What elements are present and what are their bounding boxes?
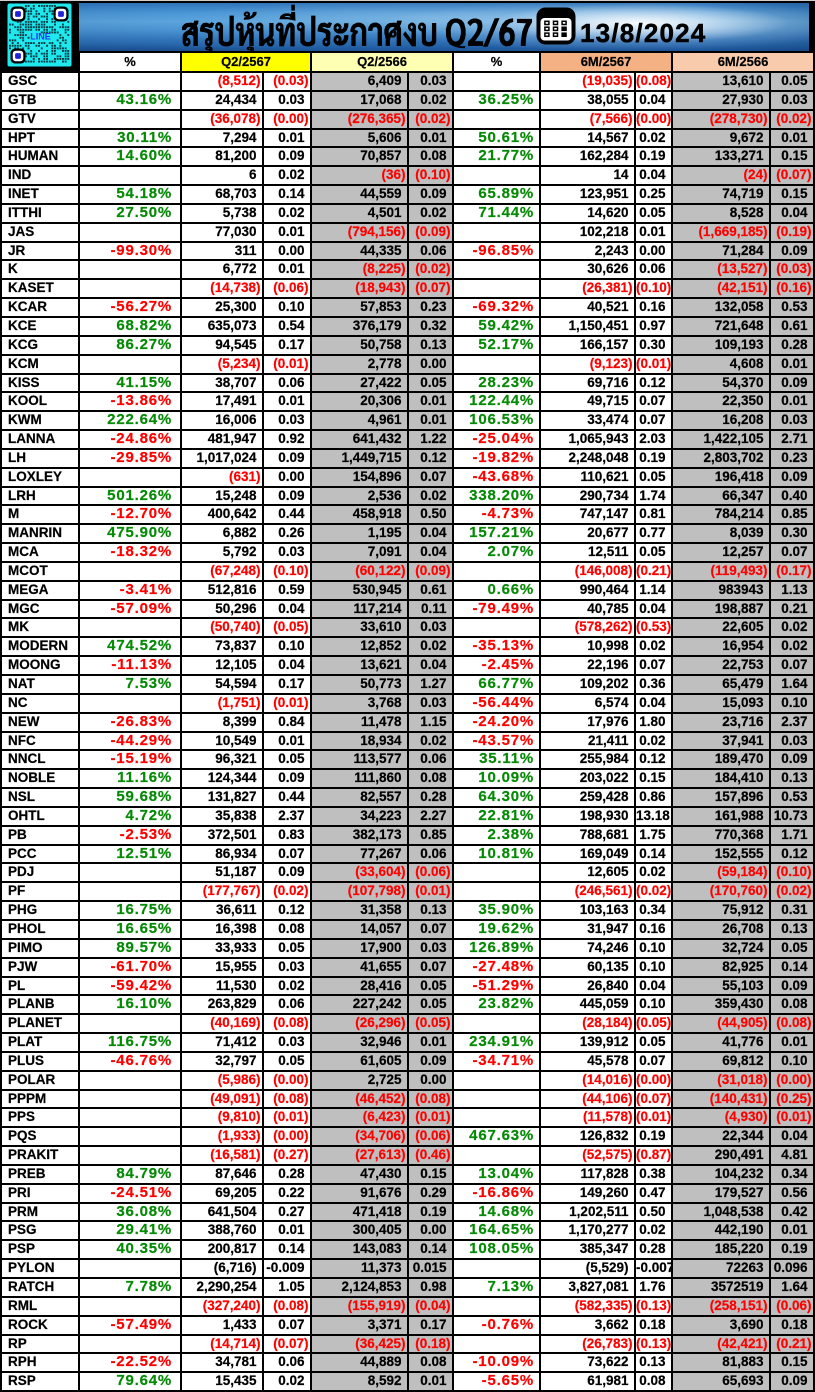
svg-text:LINE: LINE [30,32,51,42]
